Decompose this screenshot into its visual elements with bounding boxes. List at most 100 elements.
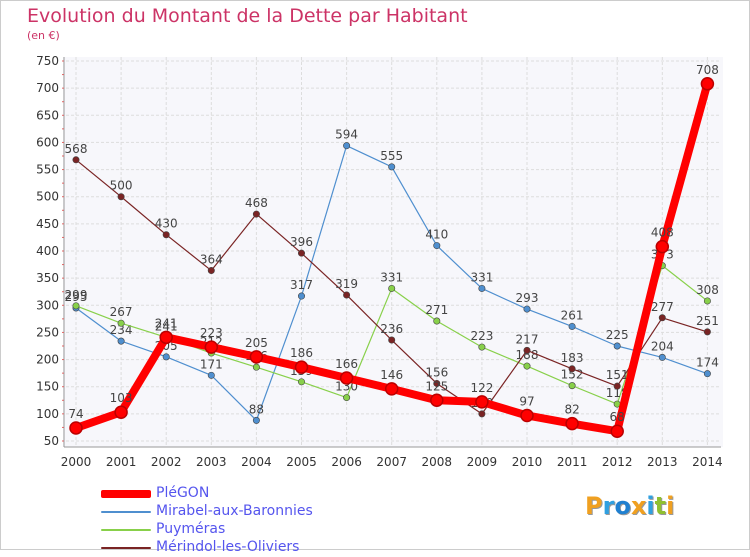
data-label: 364 (200, 253, 223, 267)
data-label: 594 (335, 128, 358, 142)
data-label: 88 (249, 402, 264, 416)
y-tick-label: 700 (36, 81, 59, 95)
data-point (388, 284, 396, 292)
legend-swatch (101, 529, 151, 531)
data-point (613, 382, 621, 390)
data-point (655, 239, 670, 254)
data-label: 468 (245, 196, 268, 210)
data-label: 166 (335, 357, 358, 371)
data-label: 308 (696, 283, 719, 297)
data-point (700, 77, 715, 91)
data-label: 236 (380, 322, 403, 336)
data-point (343, 142, 351, 150)
data-label: 568 (65, 142, 88, 156)
legend-label: Mirabel-aux-Baronnies (156, 503, 313, 519)
data-point (433, 242, 441, 250)
data-point (207, 267, 215, 275)
data-label: 317 (290, 278, 313, 292)
data-point (162, 353, 170, 361)
legend-label: Puyméras (156, 521, 226, 537)
data-label: 186 (290, 346, 313, 360)
data-label: 171 (200, 357, 223, 371)
data-label: 125 (425, 379, 448, 393)
y-tick-label: 200 (36, 353, 59, 367)
data-label: 225 (606, 328, 629, 342)
data-point (162, 231, 170, 239)
data-point (204, 340, 219, 354)
y-tick-label: 650 (36, 108, 59, 122)
data-label: 82 (564, 403, 579, 417)
legend: PléGON Mirabel-aux-Baronnies Puyméras Mérin… (101, 485, 421, 557)
y-tick-label: 450 (36, 217, 59, 231)
data-point (478, 343, 486, 351)
x-tick-label: 2006 (331, 455, 362, 469)
y-tick-label: 400 (36, 244, 59, 258)
x-tick-label: 2001 (106, 455, 137, 469)
x-tick-label: 2011 (557, 455, 588, 469)
data-point (478, 410, 486, 418)
x-tick-label: 2010 (512, 455, 543, 469)
data-point (430, 393, 444, 408)
data-label: 74 (68, 407, 83, 421)
data-point (339, 371, 354, 385)
chart-subtitle: (en €) (27, 29, 60, 42)
data-point (475, 395, 489, 409)
data-point (72, 302, 80, 310)
x-tick-label: 2009 (467, 455, 498, 469)
data-label: 396 (290, 235, 313, 249)
data-label: 277 (651, 300, 674, 314)
data-label: 204 (651, 339, 674, 353)
legend-item: Mirabel-aux-Baronnies (101, 503, 421, 521)
data-point (703, 328, 711, 336)
data-point (297, 378, 305, 386)
x-tick-label: 2000 (61, 455, 92, 469)
data-label: 319 (335, 277, 358, 291)
y-tick-label: 250 (36, 325, 59, 339)
legend-item: Mérindol-les-Oliviers (101, 539, 421, 557)
data-point (523, 305, 531, 313)
data-point (433, 317, 441, 325)
data-label: 217 (516, 332, 539, 346)
data-label: 223 (470, 329, 493, 343)
data-label: 146 (380, 368, 403, 382)
data-point (117, 193, 125, 201)
data-label: 267 (110, 305, 133, 319)
data-label: 500 (110, 179, 133, 193)
x-tick-label: 2004 (241, 455, 272, 469)
data-label: 68 (610, 410, 625, 424)
data-point (159, 330, 173, 345)
legend-item: Puyméras (101, 521, 421, 539)
y-tick-label: 100 (36, 407, 59, 421)
data-label: 271 (425, 303, 448, 317)
data-point (565, 416, 579, 431)
data-point (343, 291, 351, 299)
legend-item: PléGON (101, 485, 421, 503)
y-tick-label: 550 (36, 163, 59, 177)
data-point (523, 362, 531, 370)
data-label: 223 (200, 326, 223, 340)
data-point (72, 156, 80, 164)
data-point (520, 408, 534, 423)
data-label: 97 (519, 394, 534, 408)
data-point (252, 363, 260, 371)
data-label: 708 (696, 63, 719, 77)
data-point (658, 314, 666, 322)
data-point (207, 371, 215, 379)
data-point (297, 249, 305, 257)
data-label: 430 (155, 217, 178, 231)
data-point (568, 365, 576, 373)
y-tick-label: 350 (36, 271, 59, 285)
data-label: 331 (470, 270, 493, 284)
data-label: 408 (651, 226, 674, 240)
data-point (69, 421, 83, 435)
x-tick-label: 2007 (376, 455, 407, 469)
data-point (384, 382, 399, 396)
data-point (523, 346, 531, 354)
data-point (433, 379, 441, 387)
data-point (388, 163, 396, 171)
x-tick-label: 2008 (422, 455, 453, 469)
data-label: 555 (380, 149, 403, 163)
proxiti-logo: Proxiti (585, 492, 675, 520)
y-tick-label: 150 (36, 380, 59, 394)
